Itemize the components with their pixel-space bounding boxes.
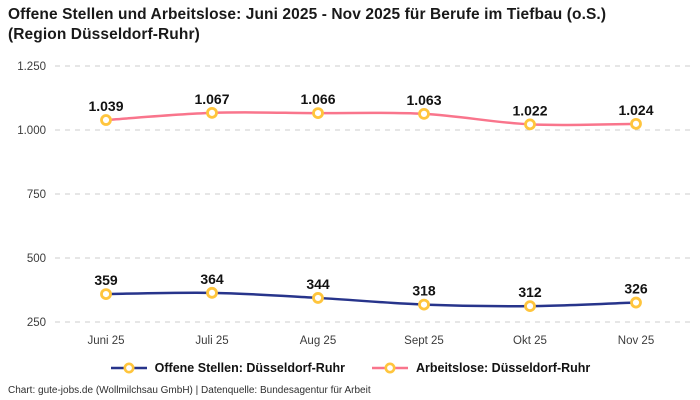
series-line: [104, 111, 638, 127]
data-point-marker: [100, 288, 112, 300]
data-point-label: 1.067: [194, 91, 229, 107]
y-axis-tick-label: 750: [27, 189, 46, 201]
data-point-label: 1.063: [406, 92, 441, 108]
data-point-marker: [524, 118, 536, 131]
data-point-label: 1.024: [618, 102, 653, 118]
legend-item-arbeitslose: Arbeitslose: Düsseldorf-Ruhr: [371, 361, 590, 375]
chart-title: Offene Stellen und Arbeitslose: Juni 202…: [8, 5, 692, 45]
x-axis-tick-label: Aug 25: [300, 335, 336, 347]
chart-title-line2: (Region Düsseldorf-Ruhr): [8, 26, 200, 43]
data-point-marker: [418, 298, 430, 311]
chart-legend: Offene Stellen: Düsseldorf-Ruhr Arbeitsl…: [0, 357, 700, 379]
data-point-marker: [206, 286, 218, 299]
y-axis-tick-label: 1.250: [17, 61, 46, 73]
y-axis-tick-label: 250: [27, 317, 46, 329]
y-axis-tick-label: 500: [27, 253, 46, 265]
chart-credit: Chart: gute-jobs.de (Wollmilchsau GmbH) …: [8, 385, 371, 396]
data-point-marker: [630, 296, 642, 309]
data-point-marker: [312, 107, 324, 120]
legend-item-offene-stellen: Offene Stellen: Düsseldorf-Ruhr: [110, 361, 345, 375]
data-point-marker: [312, 292, 324, 304]
y-axis-tick-label: 1.000: [17, 125, 46, 137]
chart-title-line1: Offene Stellen und Arbeitslose: Juni 202…: [8, 6, 607, 23]
data-point-label: 364: [200, 271, 224, 287]
data-point-label: 359: [94, 272, 118, 288]
x-axis-tick-label: Nov 25: [618, 335, 654, 347]
data-point-marker: [630, 117, 642, 130]
data-point-label: 318: [412, 283, 436, 299]
data-point-marker: [100, 114, 112, 126]
data-point-label: 326: [624, 281, 648, 297]
data-point-label: 312: [518, 284, 542, 300]
legend-swatch-arbeitslose-icon: [371, 362, 408, 374]
legend-label-offene-stellen: Offene Stellen: Düsseldorf-Ruhr: [154, 361, 345, 375]
data-point-marker: [524, 300, 536, 313]
x-axis-tick-label: Juli 25: [195, 335, 228, 347]
x-axis-tick-label: Sept 25: [404, 335, 444, 347]
data-point-label: 1.022: [512, 102, 547, 118]
data-point-label: 1.066: [300, 91, 335, 107]
data-point-label: 1.039: [88, 98, 123, 114]
x-axis-tick-label: Okt 25: [513, 335, 547, 347]
series-line: [104, 291, 638, 308]
legend-swatch-offene-stellen-icon: [110, 362, 147, 374]
data-point-marker: [418, 107, 430, 120]
x-axis-tick-label: Juni 25: [87, 335, 124, 347]
legend-label-arbeitslose: Arbeitslose: Düsseldorf-Ruhr: [415, 361, 591, 375]
data-point-marker: [206, 106, 218, 119]
data-point-label: 344: [306, 276, 330, 292]
